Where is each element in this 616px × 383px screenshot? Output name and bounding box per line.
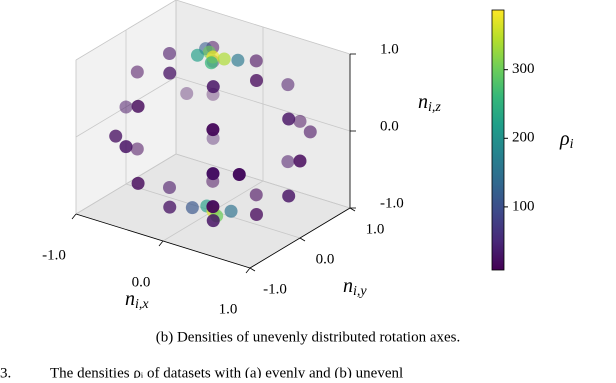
colorbar-tick-label: 100	[512, 198, 535, 214]
x-tick	[71, 213, 77, 220]
point	[163, 66, 177, 80]
point	[217, 52, 231, 66]
point	[281, 155, 295, 169]
colorbar-tick-label: 200	[512, 130, 535, 146]
point	[282, 112, 296, 126]
x-axis-label-sub: i,x	[135, 297, 149, 312]
point	[250, 207, 263, 221]
point	[190, 48, 204, 62]
x-tick-label: 1.0	[219, 301, 238, 317]
point	[131, 99, 145, 113]
point	[130, 65, 144, 79]
y-tick-label: -1.0	[263, 281, 287, 297]
point	[180, 87, 194, 101]
caption: (b) Densities of unevenly distributed ro…	[156, 329, 461, 345]
point	[130, 142, 144, 156]
point	[206, 80, 220, 94]
point	[204, 56, 218, 70]
y-axis-label-sub: i,y	[353, 284, 367, 299]
z-axis-label-sub: i,z	[428, 100, 441, 115]
point	[163, 200, 177, 214]
point	[109, 129, 123, 143]
z-tick-label: -1.0	[380, 195, 404, 211]
z-axis-label: ni,z	[418, 91, 441, 116]
y-tick-label: 1.0	[366, 221, 385, 237]
grid-line	[175, 153, 351, 209]
y-axis	[249, 207, 351, 269]
point	[249, 54, 263, 68]
x-tick-label: -1.0	[42, 247, 66, 263]
y-axis-label: ni,y	[343, 275, 367, 300]
x-axis-label: ni,x	[125, 288, 149, 313]
point	[206, 200, 220, 214]
point	[131, 176, 145, 190]
y-axis-label-base: n	[343, 275, 353, 297]
figure-caption-prefix: 3.	[0, 365, 11, 378]
point	[185, 201, 199, 215]
point	[119, 100, 133, 114]
point	[293, 114, 307, 128]
grid-line	[75, 153, 177, 215]
point	[119, 140, 133, 154]
figure-caption: The densities ρᵢ of datasets with (a) ev…	[50, 365, 403, 378]
point	[224, 204, 238, 218]
point	[163, 180, 176, 194]
grid-line	[175, 0, 351, 55]
colorbar-label-base: ρ	[559, 128, 570, 150]
colorbar-tick-label: 300	[512, 61, 535, 77]
point	[249, 188, 263, 202]
point	[250, 74, 263, 88]
colorbar-label: ρi	[559, 128, 574, 153]
point	[282, 189, 296, 203]
point	[231, 53, 245, 67]
point	[303, 125, 317, 139]
colorbar-label-sub: i	[570, 137, 574, 152]
x-axis	[75, 213, 251, 269]
x-axis-label-base: n	[125, 288, 135, 310]
colorbar	[491, 9, 505, 271]
point	[206, 123, 220, 137]
z-axis-label-base: n	[418, 91, 428, 113]
y-tick	[349, 207, 356, 212]
point	[232, 167, 246, 181]
y-tick	[299, 237, 306, 242]
z-tick-label: 0.0	[380, 118, 399, 134]
point	[206, 167, 220, 181]
point	[163, 47, 176, 61]
grid-line	[75, 0, 177, 61]
point	[281, 78, 295, 92]
x-tick	[158, 240, 164, 247]
x-tick-label: 0.0	[132, 274, 151, 290]
grid-line	[175, 76, 351, 132]
y-tick-label: 0.0	[316, 251, 335, 267]
y-tick	[249, 267, 256, 272]
point	[206, 214, 220, 228]
point	[293, 154, 307, 168]
z-tick-label: 1.0	[380, 41, 399, 57]
x-tick	[245, 267, 251, 274]
